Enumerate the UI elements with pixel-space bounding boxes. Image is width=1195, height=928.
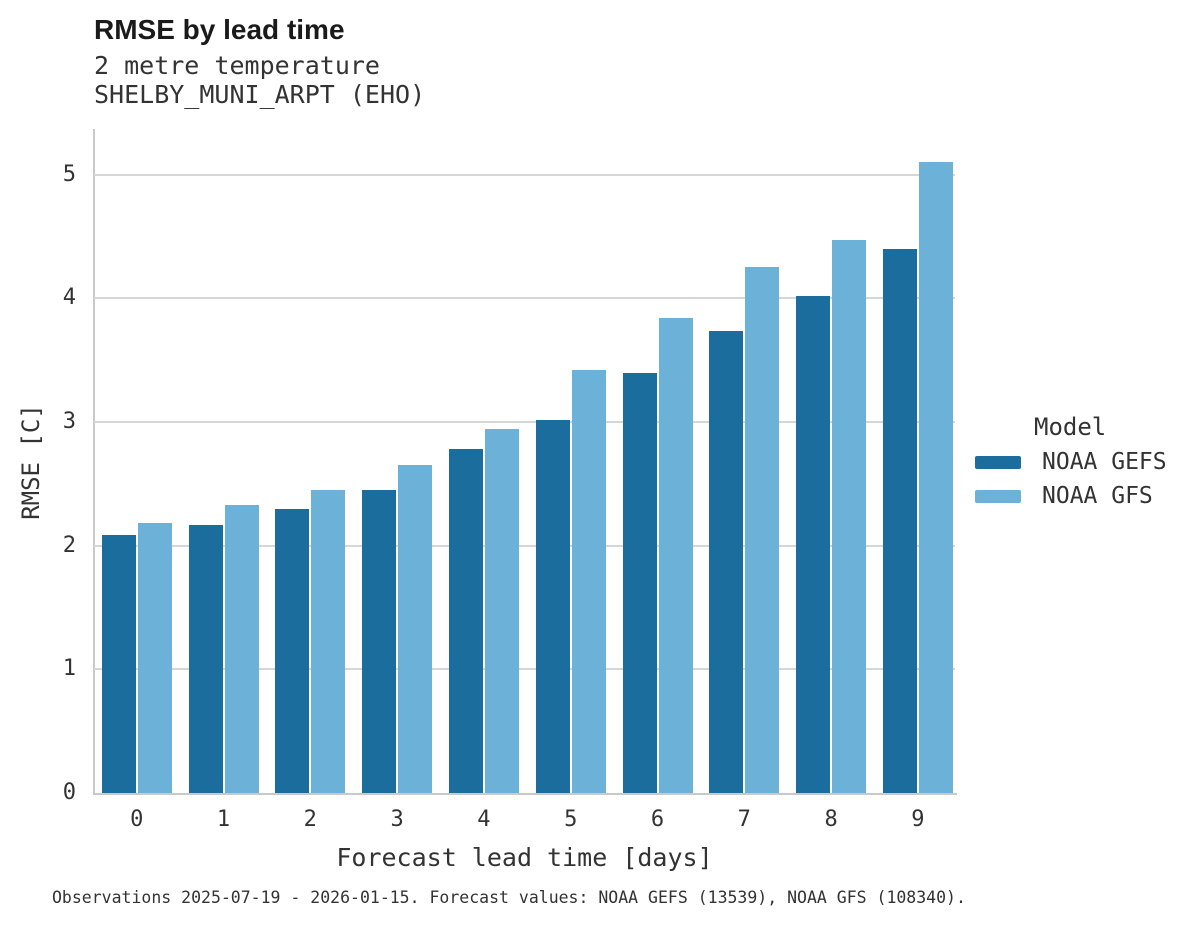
bar-noaa-gefs-lead-8 [796, 296, 831, 793]
bar-noaa-gefs-lead-7 [709, 331, 744, 793]
bar-noaa-gfs-lead-9 [918, 162, 953, 793]
legend-label-noaa-gefs: NOAA GEFS [1042, 449, 1167, 475]
bar-noaa-gfs-lead-0 [137, 523, 172, 793]
chart-subtitle-block: 2 metre temperature SHELBY_MUNI_ARPT (EH… [94, 51, 425, 109]
x-tick-label-4: 4 [477, 807, 491, 832]
legend-title: Model [1034, 413, 1107, 441]
legend-items: NOAA GEFS NOAA GFS [975, 445, 1167, 513]
legend: Model NOAA GEFS NOAA GFS [975, 413, 1167, 513]
y-tick-label-1: 1 [62, 656, 76, 682]
bar-noaa-gfs-lead-2 [311, 490, 346, 793]
chart-title: RMSE by lead time [94, 14, 345, 45]
bar-noaa-gefs-lead-0 [101, 535, 136, 793]
legend-swatch-noaa-gfs [975, 489, 1021, 503]
legend-item-noaa-gefs: NOAA GEFS [975, 445, 1167, 479]
y-tick-label-2: 2 [62, 532, 76, 558]
y-tick-label-5: 5 [62, 161, 76, 187]
chart-header: RMSE by lead time 2 metre temperature SH… [94, 14, 425, 109]
x-tick-label-6: 6 [650, 807, 665, 832]
chart-subtitle: 2 metre temperature [94, 51, 380, 80]
bar-noaa-gefs-lead-6 [622, 373, 657, 793]
gridline-y-4 [94, 297, 955, 300]
x-tick-label-0: 0 [130, 807, 144, 832]
legend-label-noaa-gfs: NOAA GFS [1042, 483, 1153, 509]
bar-noaa-gfs-lead-8 [832, 240, 867, 793]
bar-noaa-gfs-lead-7 [745, 267, 780, 793]
x-axis-label: Forecast lead time [days] [336, 843, 713, 872]
x-tick-label-1: 1 [216, 807, 231, 832]
x-tick-label-3: 3 [390, 807, 404, 832]
bar-noaa-gefs-lead-5 [535, 420, 570, 793]
y-tick-label-3: 3 [62, 409, 76, 435]
gridline-y-5 [94, 173, 955, 176]
bar-noaa-gefs-lead-2 [275, 509, 310, 793]
x-tick-label-5: 5 [564, 807, 578, 832]
bar-noaa-gfs-lead-3 [398, 465, 433, 793]
footer-note: Observations 2025-07-19 - 2026-01-15. Fo… [52, 888, 966, 907]
y-tick-label-0: 0 [62, 780, 76, 805]
plot-area [94, 129, 955, 793]
y-tick-label-4: 4 [62, 285, 76, 311]
bar-noaa-gfs-lead-1 [224, 505, 259, 793]
legend-swatch-noaa-gefs [975, 455, 1021, 469]
y-axis-spine [93, 129, 95, 795]
x-axis-spine [93, 793, 957, 795]
bar-noaa-gefs-lead-1 [188, 525, 223, 793]
chart-station: SHELBY_MUNI_ARPT (EHO) [94, 80, 426, 109]
bar-noaa-gefs-lead-9 [882, 249, 917, 793]
bar-noaa-gfs-lead-6 [658, 318, 693, 793]
bar-noaa-gefs-lead-3 [362, 490, 397, 793]
x-tick-label-2: 2 [303, 807, 317, 832]
x-tick-label-7: 7 [737, 807, 751, 832]
gridline-y-3 [94, 421, 955, 424]
bar-noaa-gefs-lead-4 [448, 449, 483, 793]
bar-noaa-gfs-lead-5 [571, 370, 606, 793]
x-tick-label-8: 8 [824, 807, 838, 832]
bar-noaa-gfs-lead-4 [484, 429, 519, 793]
gridline-y-1 [94, 668, 955, 671]
legend-item-noaa-gfs: NOAA GFS [975, 479, 1167, 513]
gridline-y-2 [94, 544, 955, 547]
x-tick-label-9: 9 [911, 807, 925, 832]
